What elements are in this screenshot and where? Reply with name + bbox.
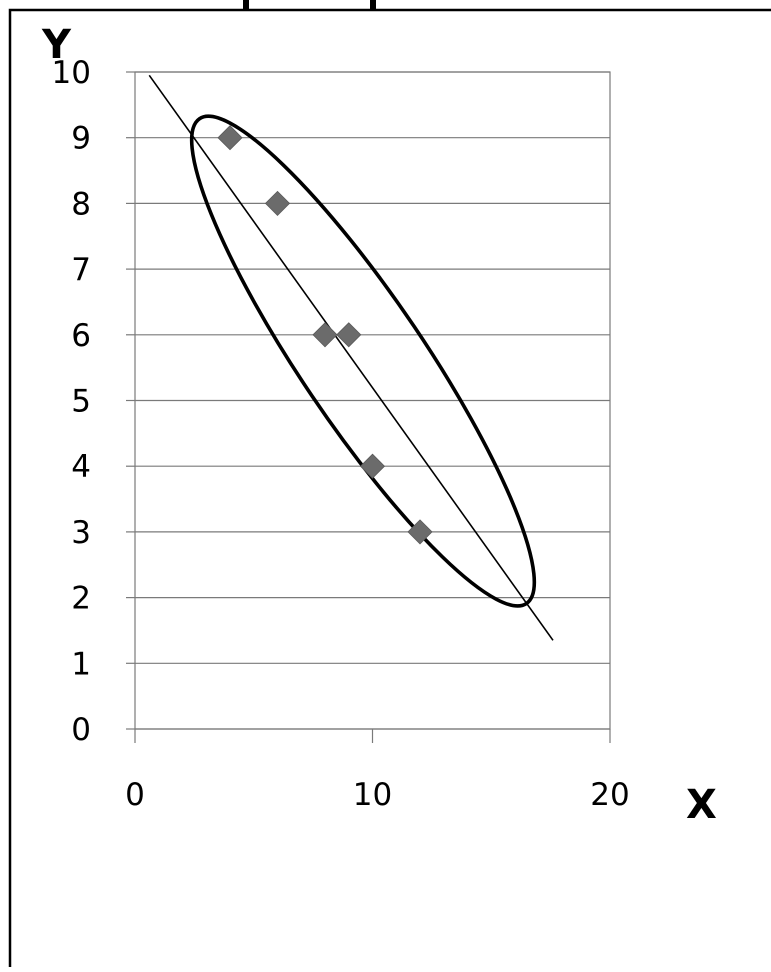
y-tick-label: 4 [71, 449, 91, 485]
y-tick-label: 5 [71, 384, 91, 420]
data-point [312, 322, 338, 348]
y-tick-label: 7 [71, 252, 91, 288]
y-axis-label: Y [41, 22, 72, 68]
x-tick-label: 20 [590, 777, 629, 813]
title-fragment-mark [243, 0, 249, 10]
data-point [264, 190, 291, 216]
cluster-ellipse [189, 114, 537, 608]
data-point [217, 125, 243, 151]
y-tick-label: 3 [71, 515, 91, 551]
x-tick-label: 0 [125, 777, 145, 813]
y-tick-label: 6 [71, 318, 91, 354]
x-axis-label: X [686, 782, 717, 828]
y-tick-label: 0 [71, 712, 91, 748]
y-tick-label: 8 [71, 186, 91, 222]
data-point [407, 519, 433, 545]
tick-labels: 0 1 2 3 4 5 6 7 8 9 10 0 10 20 [52, 55, 630, 813]
y-tick-label: 10 [52, 55, 91, 91]
data-points [217, 125, 433, 545]
title-fragment-mark [370, 0, 376, 10]
outer-border [8, 8, 771, 972]
gridlines [135, 71, 610, 730]
trend-line [148, 74, 554, 641]
y-tick-label: 1 [71, 646, 91, 682]
y-tick-label: 2 [71, 581, 91, 617]
y-tick-label: 9 [71, 121, 91, 157]
x-tick-label: 10 [353, 777, 392, 813]
data-point [359, 453, 386, 479]
axes [126, 71, 611, 743]
data-point [336, 322, 362, 348]
